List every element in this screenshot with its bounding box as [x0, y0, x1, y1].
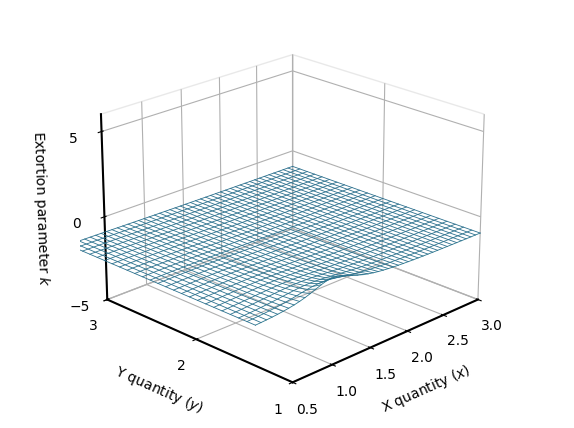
Y-axis label: Y quantity $(y)$: Y quantity $(y)$ [112, 362, 206, 417]
X-axis label: X quantity $(x)$: X quantity $(x)$ [379, 362, 474, 417]
